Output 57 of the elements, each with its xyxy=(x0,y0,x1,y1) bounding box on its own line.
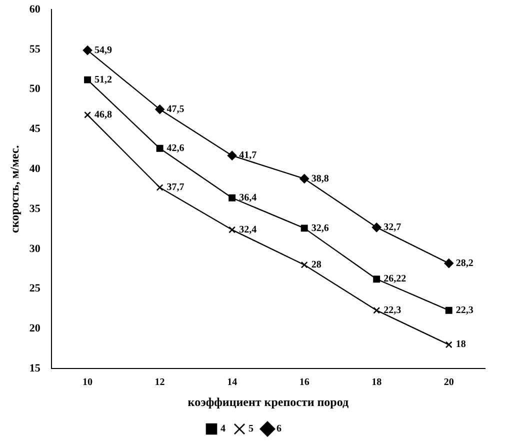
point xyxy=(444,258,454,268)
x-axis-title: коэффициент крепости пород xyxy=(188,394,349,409)
point xyxy=(300,174,309,184)
x-tick-label: 18 xyxy=(372,377,382,388)
data-label: 42,6 xyxy=(166,142,184,154)
point xyxy=(227,150,237,160)
point xyxy=(156,184,164,191)
point xyxy=(84,111,92,118)
data-label: 18 xyxy=(456,339,466,350)
data-label: 51,2 xyxy=(94,74,112,86)
data-label: 47,5 xyxy=(166,104,184,115)
y-tick-label: 35 xyxy=(29,202,41,215)
data-label: 38,8 xyxy=(311,173,329,184)
y-tick-label: 25 xyxy=(29,282,41,295)
x-tick-label: 16 xyxy=(299,377,310,388)
y-axis-title: скорость, м/мес. xyxy=(7,145,22,234)
point xyxy=(373,306,380,314)
legend-label: 5 xyxy=(248,424,254,435)
point xyxy=(155,104,164,114)
point xyxy=(300,261,308,268)
data-label: 22,3 xyxy=(456,304,474,316)
y-tick-label: 20 xyxy=(29,322,41,335)
y-tick-label: 60 xyxy=(29,3,41,16)
y-tick-label: 45 xyxy=(29,123,41,136)
point xyxy=(300,224,308,232)
data-label: 36,4 xyxy=(239,192,257,204)
x-tick-label: 12 xyxy=(154,377,165,388)
point xyxy=(228,194,236,202)
point xyxy=(228,226,236,234)
point xyxy=(84,76,92,84)
y-tick-label: 55 xyxy=(29,43,41,56)
data-label: 46,8 xyxy=(94,109,112,120)
data-label: 26,22 xyxy=(384,274,406,285)
data-label: 41,7 xyxy=(239,150,257,162)
point xyxy=(372,222,382,232)
data-label: 28 xyxy=(311,259,322,270)
point xyxy=(156,144,164,152)
data-label: 32,4 xyxy=(239,224,257,236)
data-label: 54,9 xyxy=(94,44,112,56)
x-tick-label: 20 xyxy=(444,377,454,388)
legend-label: 4 xyxy=(220,424,226,435)
y-tick-label: 15 xyxy=(29,362,41,374)
data-label: 37,7 xyxy=(166,182,184,194)
data-label: 32,7 xyxy=(384,222,402,233)
data-label: 22,3 xyxy=(384,304,402,316)
legend-label: 6 xyxy=(276,424,282,435)
point xyxy=(445,341,452,348)
x-tick-label: 10 xyxy=(82,377,93,388)
point xyxy=(445,306,452,314)
x-tick-label: 14 xyxy=(227,377,238,388)
y-tick-label: 40 xyxy=(29,163,41,175)
y-tick-label: 50 xyxy=(29,83,41,96)
data-label: 28,2 xyxy=(456,258,474,269)
point xyxy=(373,276,380,283)
data-label: 32,6 xyxy=(311,222,329,234)
y-tick-label: 30 xyxy=(29,242,41,255)
point xyxy=(82,46,92,55)
